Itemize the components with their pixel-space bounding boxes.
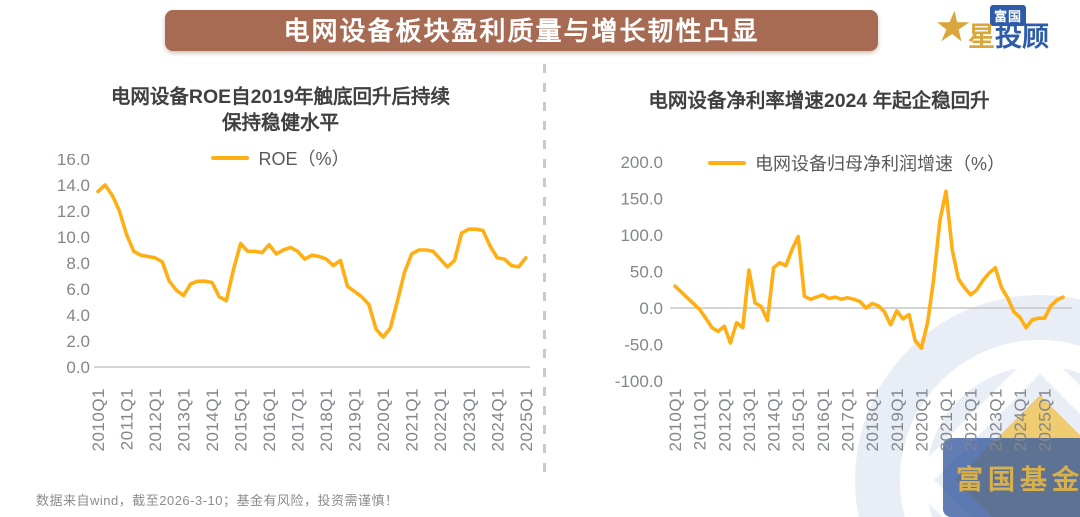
- svg-text:8.0: 8.0: [66, 254, 90, 273]
- svg-text:-50.0: -50.0: [624, 336, 663, 355]
- fullgoal-fund-watermark: 富国基金: [830, 245, 1080, 517]
- svg-text:2018Q1: 2018Q1: [317, 388, 336, 452]
- svg-text:2019Q1: 2019Q1: [346, 388, 365, 452]
- svg-text:2022Q1: 2022Q1: [962, 388, 981, 452]
- watermark-badge: 富国基金: [943, 438, 1080, 517]
- profit-growth-chart-title: 电网设备净利率增速2024 年起企稳回升: [648, 90, 990, 112]
- svg-text:6.0: 6.0: [66, 280, 90, 299]
- logo-rest-chars: 投顾: [995, 22, 1049, 52]
- svg-text:150.0: 150.0: [620, 190, 663, 209]
- svg-text:2025Q1: 2025Q1: [1036, 388, 1055, 452]
- svg-text:100.0: 100.0: [620, 226, 663, 245]
- svg-text:16.0: 16.0: [57, 154, 90, 169]
- svg-text:10.0: 10.0: [57, 228, 90, 247]
- svg-text:2021Q1: 2021Q1: [937, 388, 956, 452]
- svg-text:2017Q1: 2017Q1: [289, 388, 308, 452]
- svg-text:2021Q1: 2021Q1: [403, 388, 422, 452]
- svg-text:2023Q1: 2023Q1: [986, 388, 1005, 452]
- svg-text:2010Q1: 2010Q1: [666, 388, 685, 452]
- svg-text:2025Q1: 2025Q1: [517, 388, 533, 452]
- svg-text:2022Q1: 2022Q1: [431, 388, 450, 452]
- logo-star-char: 星: [968, 22, 995, 52]
- svg-text:2016Q1: 2016Q1: [814, 388, 833, 452]
- svg-text:2017Q1: 2017Q1: [839, 388, 858, 452]
- logo-wordmark: 星投顾: [968, 24, 1049, 51]
- fullgoal-star-advisor-logo: ★ 富国 星投顾: [932, 3, 1070, 58]
- svg-text:2010Q1: 2010Q1: [89, 388, 108, 452]
- svg-text:-100.0: -100.0: [615, 372, 663, 391]
- svg-text:2024Q1: 2024Q1: [1011, 388, 1030, 452]
- svg-text:50.0: 50.0: [630, 263, 663, 282]
- svg-text:2018Q1: 2018Q1: [863, 388, 882, 452]
- svg-text:2011Q1: 2011Q1: [118, 388, 137, 450]
- legend-label: 电网设备归母净利润增速（%）: [755, 154, 1006, 174]
- panel-divider: [543, 64, 546, 476]
- svg-text:2015Q1: 2015Q1: [232, 388, 251, 452]
- svg-text:2014Q1: 2014Q1: [203, 388, 222, 452]
- profit-growth-chart-panel: 电网设备净利率增速2024 年起企稳回升 电网设备归母净利润增速（%） 200.…: [558, 84, 1080, 504]
- svg-text:2015Q1: 2015Q1: [789, 388, 808, 452]
- roe-line-chart: 16.0 14.0 12.0 10.0 8.0 6.0 4.0 2.0 0.0 2010Q1 201…: [57, 154, 533, 452]
- svg-text:2012Q1: 2012Q1: [715, 388, 734, 452]
- legend-line-marker: [708, 161, 746, 165]
- svg-text:2020Q1: 2020Q1: [374, 388, 393, 452]
- roe-chart-legend: ROE（%）: [28, 145, 533, 171]
- svg-text:12.0: 12.0: [57, 202, 90, 221]
- roe-chart-panel: 电网设备ROE自2019年触底回升后持续 保持稳健水平 ROE（%） 16.0 1…: [28, 84, 533, 504]
- svg-text:4.0: 4.0: [66, 306, 90, 325]
- data-source-note: 数据来自wind，截至2026-3-10；基金有风险，投资需谨慎！: [36, 493, 399, 508]
- profit-growth-chart-legend: 电网设备归母净利润增速（%）: [708, 150, 1005, 176]
- svg-text:2023Q1: 2023Q1: [460, 388, 479, 452]
- watermark-text: 富国基金: [956, 465, 1080, 495]
- svg-text:14.0: 14.0: [57, 176, 90, 195]
- svg-text:200.0: 200.0: [620, 154, 663, 172]
- svg-text:2014Q1: 2014Q1: [765, 388, 784, 452]
- page-title: 电网设备板块盈利质量与增长韧性凸显: [283, 15, 760, 46]
- svg-text:2020Q1: 2020Q1: [912, 388, 931, 452]
- svg-text:2011Q1: 2011Q1: [691, 388, 710, 450]
- svg-text:2019Q1: 2019Q1: [888, 388, 907, 452]
- svg-text:2013Q1: 2013Q1: [175, 388, 194, 452]
- svg-text:0.0: 0.0: [66, 358, 90, 377]
- svg-text:2013Q1: 2013Q1: [740, 388, 759, 452]
- legend-label: ROE（%）: [258, 148, 350, 169]
- logo-badge: 富国: [990, 5, 1027, 26]
- svg-text:0.0: 0.0: [639, 299, 663, 318]
- roe-chart-title: 电网设备ROE自2019年触底回升后持续 保持稳健水平: [110, 86, 451, 135]
- legend-line-marker: [211, 155, 250, 160]
- svg-text:2016Q1: 2016Q1: [260, 388, 279, 452]
- svg-text:2024Q1: 2024Q1: [488, 388, 507, 452]
- svg-text:2012Q1: 2012Q1: [146, 388, 165, 452]
- page-title-banner: 电网设备板块盈利质量与增长韧性凸显: [165, 10, 878, 51]
- svg-text:2.0: 2.0: [66, 332, 90, 351]
